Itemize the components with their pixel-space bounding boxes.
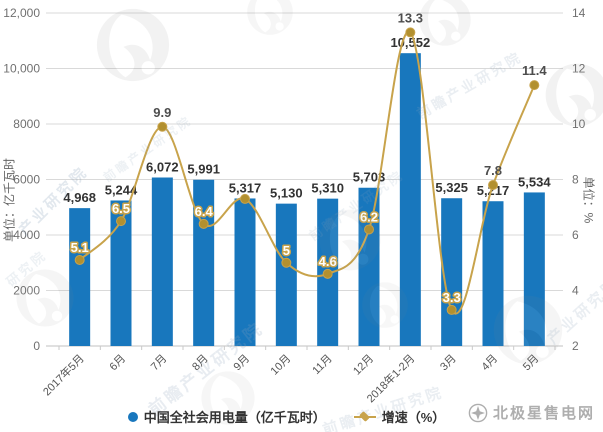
bar-value-label: 5,310	[311, 181, 344, 196]
line-value-label: 3.3	[443, 290, 461, 305]
bar	[523, 192, 545, 346]
right-axis-tick: 12	[572, 62, 586, 76]
legend-label-consumption: 中国全社会用电量（亿千瓦时）	[143, 410, 326, 425]
x-axis-label: 2017年5月	[40, 351, 87, 398]
x-axis-label: 11月	[310, 353, 334, 377]
line-value-label: 6.5	[112, 201, 130, 216]
x-axis-label: 4月	[480, 353, 501, 374]
x-axis-label: 9月	[232, 353, 253, 374]
line-series-marker-icon	[353, 410, 376, 422]
bar	[151, 177, 173, 346]
brand-logo: 北极星售电网	[468, 402, 595, 423]
bar-value-label: 6,072	[146, 160, 179, 175]
line-value-label: 5	[283, 243, 290, 258]
x-axis-label: 6月	[108, 353, 129, 374]
bar	[69, 208, 91, 346]
line-point	[405, 27, 416, 38]
right-axis-tick: 10	[572, 117, 586, 131]
line-value-label: 11.4	[522, 63, 547, 78]
right-axis-tick: 14	[572, 6, 586, 20]
bar	[399, 53, 421, 346]
line-point	[281, 257, 292, 268]
line-point	[157, 121, 168, 132]
left-axis-tick: 6000	[13, 173, 40, 187]
line-point	[240, 193, 250, 204]
polestar-icon	[468, 403, 488, 422]
bar-value-label: 10,552	[390, 35, 430, 50]
left-axis-tick: 2000	[13, 284, 40, 298]
line-value-label: 5.1	[71, 240, 89, 255]
legend-item-consumption[interactable]: 中国全社会用电量（亿千瓦时）	[127, 407, 326, 426]
bar	[110, 200, 132, 346]
brand-text: 北极星售电网	[492, 405, 595, 422]
line-value-label: 9.9	[153, 105, 171, 120]
bar-value-label: 4,968	[63, 190, 96, 205]
left-axis-tick: 10,000	[3, 62, 40, 76]
left-axis-tick: 12,000	[3, 6, 40, 20]
x-axis-label: 10月	[269, 353, 294, 378]
bar-value-label: 5,244	[105, 182, 138, 197]
line-value-label: 6.4	[195, 204, 214, 219]
right-axis-tick: 6	[572, 228, 579, 242]
right-axis-tick: 8	[572, 173, 579, 187]
line-point	[488, 180, 498, 191]
right-axis-tick: 2	[572, 339, 579, 353]
line-point	[364, 224, 374, 235]
line-point	[74, 254, 85, 265]
left-axis-tick: 4000	[13, 228, 40, 242]
bar-value-label: 5,217	[477, 183, 510, 198]
line-point	[322, 268, 333, 279]
bar	[441, 198, 463, 346]
left-axis-tick: 0	[33, 339, 40, 353]
legend-label-growth: 增速（%）	[381, 410, 446, 425]
bar-value-label: 5,703	[353, 170, 386, 185]
line-point	[198, 218, 209, 229]
x-axis-label: 5月	[521, 353, 542, 374]
bar	[275, 203, 297, 346]
bar-value-label: 5,130	[270, 186, 303, 201]
bar-value-label: 5,325	[435, 180, 468, 195]
right-axis-title: 单位：%	[581, 176, 596, 224]
left-axis-title: 单位：亿千瓦时	[2, 157, 17, 243]
x-axis-label: 8月	[190, 353, 211, 374]
line-value-label: 7.8	[484, 163, 502, 178]
line-value-label: 6.2	[360, 209, 378, 224]
line-value-label: 4.6	[319, 254, 337, 269]
bar	[358, 187, 380, 346]
bar	[234, 198, 256, 346]
legend: 中国全社会用电量（亿千瓦时） 增速（%）	[0, 407, 573, 426]
bar-value-label: 5,534	[518, 174, 551, 189]
line-point	[446, 304, 457, 315]
bar-value-label: 5,991	[187, 162, 220, 177]
right-axis-tick: 4	[572, 284, 579, 298]
x-axis-label: 3月	[438, 353, 459, 374]
left-axis-tick: 8000	[13, 117, 40, 131]
bar	[193, 179, 215, 346]
line-point	[116, 216, 126, 227]
line-point	[529, 80, 540, 91]
bar-value-label: 5,317	[229, 180, 262, 195]
legend-item-growth[interactable]: 增速（%）	[353, 407, 446, 426]
bar	[482, 201, 504, 346]
line-value-label: 13.3	[398, 10, 423, 25]
x-axis-label: 7月	[149, 353, 170, 374]
bar-series-marker-icon	[127, 411, 138, 422]
x-axis-label: 12月	[351, 353, 376, 378]
